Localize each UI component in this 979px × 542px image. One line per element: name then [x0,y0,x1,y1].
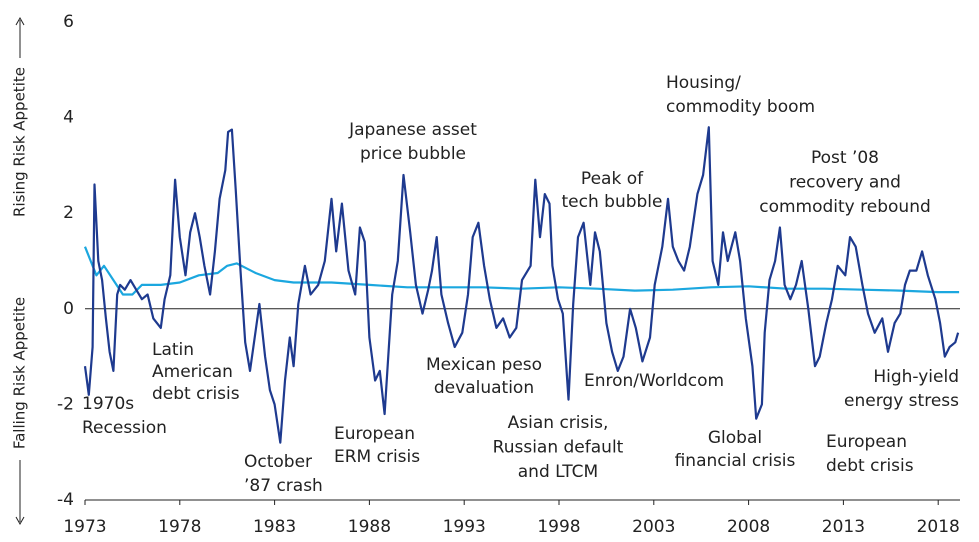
y-label-lower: Falling Risk Appetite [11,297,29,449]
x-tick-label: 2018 [917,517,960,537]
annotation: Global [708,428,762,448]
y-tick-label: 2 [63,203,74,223]
annotation: devaluation [434,378,534,398]
annotation: Asian crisis, [508,413,609,433]
x-tick-label: 2003 [632,517,675,537]
annotation: Russian default [493,438,624,458]
annotation: Housing/ [666,73,741,93]
annotation: commodity rebound [759,197,931,217]
x-tick-label: 1983 [253,517,296,537]
y-tick-label: 4 [63,108,74,128]
y-label-upper: Rising Risk Appetite [11,67,29,217]
annotation: ’87 crash [244,476,323,496]
y-tick-label: 6 [63,12,74,32]
annotation: and LTCM [518,462,598,482]
x-tick-label: 2013 [822,517,865,537]
annotation: Latin [152,340,194,360]
annotation: High-yield [873,367,959,387]
annotation: Mexican peso [426,355,542,375]
arrow-up-head [15,16,25,26]
x-tick-label: 1988 [348,517,391,537]
annotation: Peak of [581,169,644,189]
arrow-down-head [15,516,25,526]
annotation: tech bubble [562,192,663,212]
annotation: commodity boom [666,97,815,117]
annotation: ERM crisis [334,447,420,467]
annotation: American [152,362,233,382]
annotation: European [334,424,415,444]
annotation: Post ’08 [811,148,879,168]
annotation: Japanese asset [348,120,477,140]
y-tick-label: 0 [63,299,74,319]
annotation: Enron/Worldcom [584,371,724,391]
y-tick-label: -4 [57,490,74,510]
annotation: price bubble [360,144,466,164]
annotation: debt crisis [152,384,240,404]
series-line [83,246,960,296]
annotation: 1970s [82,394,134,414]
x-tick-label: 1978 [158,517,201,537]
annotation: recovery and [789,173,901,193]
x-tick-label: 1973 [63,517,106,537]
y-tick-label: -2 [57,394,74,414]
x-tick-label: 1993 [443,517,486,537]
annotation: debt crisis [826,456,914,476]
annotation: European [826,432,907,452]
x-tick-label: 2008 [727,517,770,537]
annotation: Recession [82,418,167,438]
annotation: financial crisis [675,451,796,471]
series-line [83,126,960,444]
annotation: October [244,452,312,472]
x-tick-label: 1998 [537,517,580,537]
annotation: energy stress [844,391,959,411]
